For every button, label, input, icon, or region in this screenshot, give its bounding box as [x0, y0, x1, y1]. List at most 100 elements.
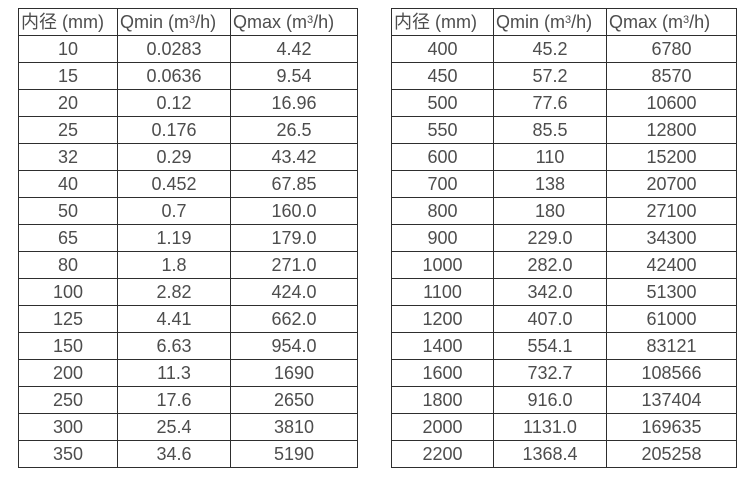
table-cell: 5190 — [230, 440, 358, 468]
table-cell: 83121 — [606, 332, 737, 360]
table-cell: 67.85 — [230, 170, 358, 198]
table-row: 300 25.4 3810 — [18, 413, 358, 441]
table-row: 125 4.41 662.0 — [18, 305, 358, 333]
table-cell: 61000 — [606, 305, 737, 333]
table-row: 400 45.2 6780 — [391, 35, 737, 63]
table-cell: 50 — [18, 197, 118, 225]
table-cell: 0.176 — [117, 116, 231, 144]
table-cell: 662.0 — [230, 305, 358, 333]
table-cell: 1.19 — [117, 224, 231, 252]
header-row: 内径 (mm) Qmin (m3/h) Qmax (m3/h) — [18, 8, 358, 36]
table-cell: 26.5 — [230, 116, 358, 144]
table-cell: 11.3 — [117, 359, 231, 387]
table-cell: 229.0 — [493, 224, 607, 252]
table-cell: 1690 — [230, 359, 358, 387]
table-row: 2200 1368.4 205258 — [391, 440, 737, 468]
table-cell: 500 — [391, 89, 494, 117]
table-cell: 32 — [18, 143, 118, 171]
table-row: 200 11.3 1690 — [18, 359, 358, 387]
header-qmin-label: Qmin (m — [120, 12, 189, 32]
header-qmin-label: Qmin (m — [496, 12, 565, 32]
table-cell: 205258 — [606, 440, 737, 468]
table-row: 550 85.5 12800 — [391, 116, 737, 144]
table-cell: 137404 — [606, 386, 737, 414]
flow-rate-tables-container: 内径 (mm) Qmin (m3/h) Qmax (m3/h) 10 0.0283… — [18, 8, 737, 468]
table-cell: 20700 — [606, 170, 737, 198]
table-cell: 0.29 — [117, 143, 231, 171]
table-row: 2000 1131.0 169635 — [391, 413, 737, 441]
header-qmax-label: Qmax (m — [609, 12, 683, 32]
table-cell: 9.54 — [230, 62, 358, 90]
table-cell: 2650 — [230, 386, 358, 414]
table-row: 100 2.82 424.0 — [18, 278, 358, 306]
header-row: 内径 (mm) Qmin (m3/h) Qmax (m3/h) — [391, 8, 737, 36]
table-row: 1100 342.0 51300 — [391, 278, 737, 306]
header-qmax-label-suffix: /h) — [689, 12, 711, 32]
table-cell: 4.41 — [117, 305, 231, 333]
table-cell: 0.0283 — [117, 35, 231, 63]
table-cell: 554.1 — [493, 332, 607, 360]
table-cell: 900 — [391, 224, 494, 252]
header-qmax-label: Qmax (m — [233, 12, 307, 32]
table-cell: 16.96 — [230, 89, 358, 117]
header-qmax-superscript: 3 — [683, 14, 690, 26]
table-cell: 51300 — [606, 278, 737, 306]
header-qmin-label-suffix: /h) — [571, 12, 593, 32]
table-row: 20 0.12 16.96 — [18, 89, 358, 117]
header-diameter-label: 内径 (mm) — [21, 12, 104, 32]
table-cell: 200 — [18, 359, 118, 387]
table-cell: 6780 — [606, 35, 737, 63]
table-cell: 3810 — [230, 413, 358, 441]
table-row: 900 229.0 34300 — [391, 224, 737, 252]
table-cell: 1200 — [391, 305, 494, 333]
table-cell: 400 — [391, 35, 494, 63]
table-cell: 25 — [18, 116, 118, 144]
header-diameter: 内径 (mm) — [391, 8, 494, 36]
table-cell: 1600 — [391, 359, 494, 387]
table-cell: 1100 — [391, 278, 494, 306]
table-row: 80 1.8 271.0 — [18, 251, 358, 279]
table-row: 65 1.19 179.0 — [18, 224, 358, 252]
table-cell: 125 — [18, 305, 118, 333]
table-row: 1200 407.0 61000 — [391, 305, 737, 333]
table-cell: 300 — [18, 413, 118, 441]
table-cell: 20 — [18, 89, 118, 117]
table-cell: 732.7 — [493, 359, 607, 387]
header-qmin: Qmin (m3/h) — [117, 8, 231, 36]
table-cell: 1131.0 — [493, 413, 607, 441]
table-row: 600 110 15200 — [391, 143, 737, 171]
table-cell: 4.42 — [230, 35, 358, 63]
table-cell: 600 — [391, 143, 494, 171]
table-cell: 42400 — [606, 251, 737, 279]
table-cell: 407.0 — [493, 305, 607, 333]
table-cell: 8570 — [606, 62, 737, 90]
table-cell: 43.42 — [230, 143, 358, 171]
table-cell: 0.7 — [117, 197, 231, 225]
table-cell: 550 — [391, 116, 494, 144]
header-qmax: Qmax (m3/h) — [230, 8, 358, 36]
flow-table-small-diameters: 内径 (mm) Qmin (m3/h) Qmax (m3/h) 10 0.0283… — [18, 8, 358, 468]
table-cell: 40 — [18, 170, 118, 198]
table-row: 1400 554.1 83121 — [391, 332, 737, 360]
table-row: 40 0.452 67.85 — [18, 170, 358, 198]
table-cell: 108566 — [606, 359, 737, 387]
header-qmax: Qmax (m3/h) — [606, 8, 737, 36]
table-cell: 2000 — [391, 413, 494, 441]
table-cell: 57.2 — [493, 62, 607, 90]
table-row: 15 0.0636 9.54 — [18, 62, 358, 90]
table-cell: 80 — [18, 251, 118, 279]
table-cell: 17.6 — [117, 386, 231, 414]
table-row: 800 180 27100 — [391, 197, 737, 225]
table-cell: 179.0 — [230, 224, 358, 252]
table-cell: 2.82 — [117, 278, 231, 306]
table-row: 1800 916.0 137404 — [391, 386, 737, 414]
table-cell: 271.0 — [230, 251, 358, 279]
header-qmin: Qmin (m3/h) — [493, 8, 607, 36]
table-cell: 150 — [18, 332, 118, 360]
table-row: 32 0.29 43.42 — [18, 143, 358, 171]
table-cell: 800 — [391, 197, 494, 225]
table-cell: 0.12 — [117, 89, 231, 117]
table-cell: 1000 — [391, 251, 494, 279]
table-cell: 12800 — [606, 116, 737, 144]
table-cell: 180 — [493, 197, 607, 225]
